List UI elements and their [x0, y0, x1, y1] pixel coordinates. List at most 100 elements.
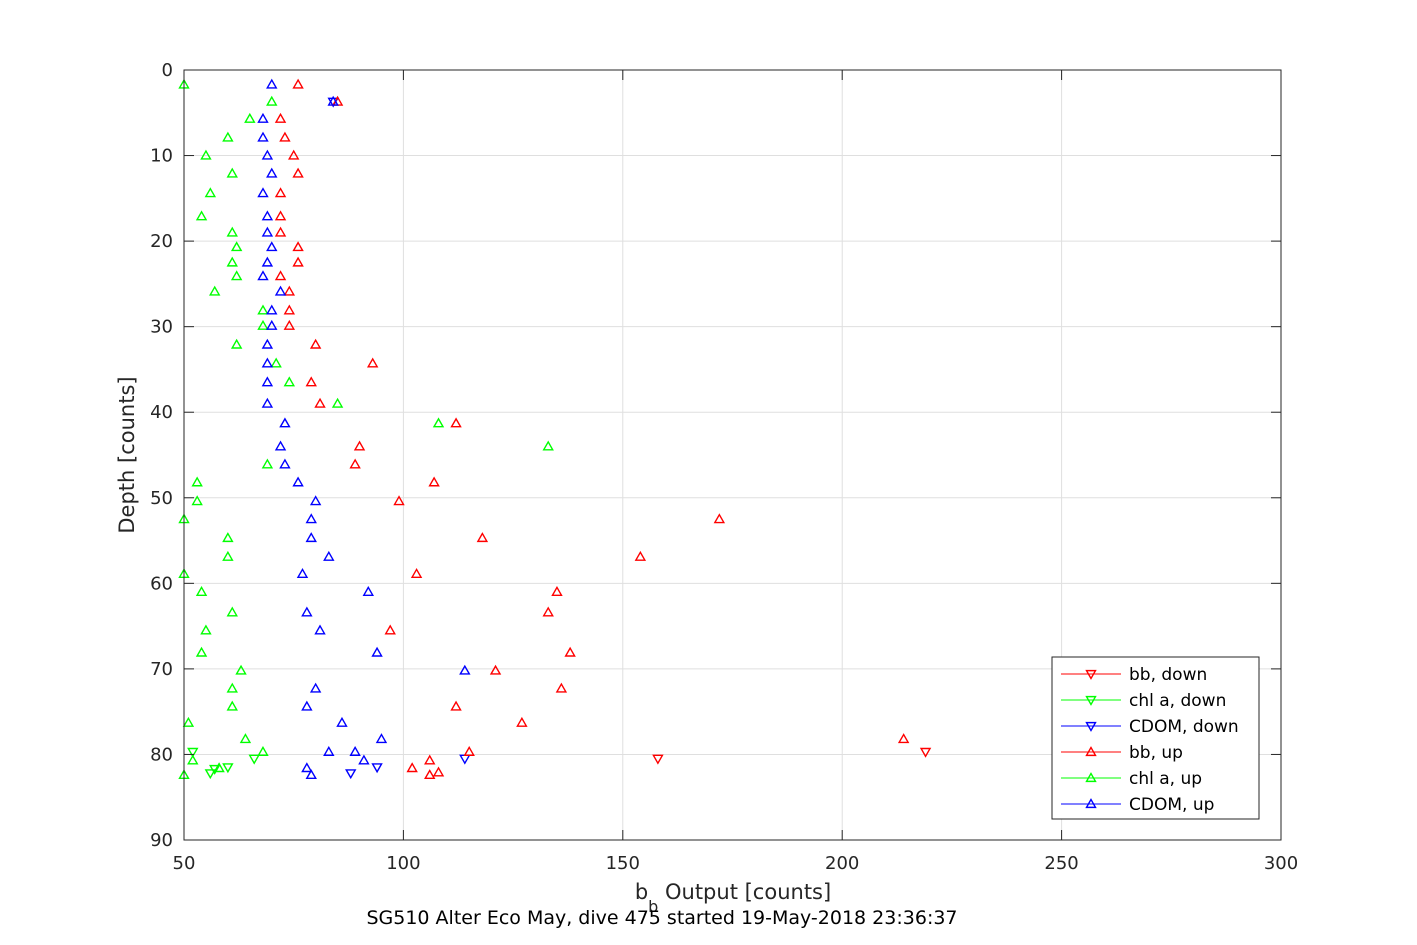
data-point: [309, 495, 322, 506]
series-chl-a-up: [178, 78, 554, 780]
data-point: [279, 131, 291, 142]
data-point: [200, 149, 212, 160]
x-axis-label-main: b: [635, 880, 648, 904]
legend: bb, down chl a, down CDOM, down bb, up chl a…: [1051, 656, 1260, 820]
data-point: [331, 397, 344, 408]
data-point: [283, 319, 296, 330]
data-point: [222, 131, 234, 142]
legend-marker: [1085, 721, 1097, 732]
data-point: [410, 568, 423, 578]
data-point: [187, 754, 199, 765]
x-tick-label: 300: [1264, 853, 1298, 874]
x-tick-label: 50: [173, 853, 196, 874]
data-point: [191, 495, 203, 506]
data-point: [323, 745, 335, 756]
series-chl-a-down: [187, 747, 260, 780]
data-point: [432, 417, 445, 428]
data-point: [195, 210, 208, 221]
data-point: [292, 78, 304, 89]
data-point: [327, 95, 339, 106]
data-point: [266, 95, 278, 106]
data-point: [195, 585, 208, 596]
data-point: [204, 187, 217, 198]
data-point: [362, 585, 375, 596]
data-point: [274, 440, 287, 451]
data-point: [287, 149, 300, 160]
series-bb-up: [274, 78, 910, 780]
data-point: [230, 338, 243, 349]
data-point: [230, 270, 243, 281]
legend-marker: [1085, 695, 1097, 706]
y-tick-label: 20: [150, 231, 173, 252]
data-point: [393, 495, 405, 506]
data-point: [274, 226, 287, 237]
series-cdom-up: [257, 78, 471, 780]
data-point: [305, 376, 317, 387]
data-point: [450, 700, 462, 711]
data-point: [261, 210, 274, 221]
data-point: [226, 167, 238, 178]
legend-box: [1051, 656, 1260, 820]
data-point: [375, 733, 388, 744]
data-point: [450, 417, 462, 428]
data-point: [261, 458, 274, 469]
data-point: [248, 754, 260, 765]
data-point: [371, 763, 383, 774]
data-point: [301, 606, 313, 617]
legend-entry-label: CDOM, up: [1129, 795, 1214, 815]
x-tick-label: 100: [386, 853, 420, 874]
legend-entry-label: chl a, down: [1129, 691, 1226, 711]
data-point: [266, 78, 278, 89]
data-point: [349, 458, 361, 469]
legend-marker: [1085, 798, 1097, 809]
data-point: [301, 762, 313, 773]
data-point: [292, 241, 304, 252]
x-axis-label-subscript: b: [648, 897, 658, 916]
data-point: [226, 700, 238, 711]
data-point: [489, 664, 502, 675]
data-point: [209, 285, 221, 296]
data-point: [274, 270, 287, 281]
data-point: [257, 319, 269, 330]
data-point: [371, 646, 383, 657]
data-point: [424, 754, 436, 765]
data-point: [261, 357, 274, 368]
x-tick-label: 250: [1044, 853, 1078, 874]
y-tick-label: 70: [150, 659, 173, 680]
data-point: [713, 513, 726, 524]
data-point: [226, 256, 238, 267]
y-tick-label: 40: [150, 402, 173, 423]
data-point: [230, 241, 243, 252]
data-point: [274, 285, 287, 296]
data-point: [261, 338, 274, 349]
data-point: [261, 376, 274, 387]
data-point: [257, 304, 269, 315]
data-point: [200, 624, 212, 635]
data-point: [261, 226, 274, 237]
y-axis-label: Depth [counts]: [115, 376, 139, 533]
data-point: [283, 285, 296, 296]
data-point: [279, 458, 291, 469]
y-tick-label: 0: [162, 60, 173, 81]
data-point: [424, 769, 436, 780]
series-layer: [178, 78, 932, 780]
data-point: [432, 766, 445, 777]
data-point: [257, 112, 269, 123]
data-point: [292, 256, 304, 267]
data-point: [897, 733, 910, 744]
legend-entry-label: chl a, up: [1129, 769, 1202, 789]
chart-caption: SG510 Alter Eco May, dive 475 started 19…: [366, 907, 957, 929]
legend-entry-label: CDOM, down: [1129, 717, 1239, 737]
legend-entry-label: bb, up: [1129, 743, 1183, 763]
data-point: [564, 646, 576, 657]
data-point: [314, 397, 326, 408]
y-tick-label: 30: [150, 317, 173, 338]
data-point: [222, 550, 234, 561]
data-point: [463, 745, 475, 756]
legend-marker: [1085, 746, 1097, 757]
data-point: [213, 762, 225, 773]
data-point: [235, 664, 247, 675]
y-tick-label: 80: [150, 744, 173, 765]
data-point: [353, 440, 366, 451]
